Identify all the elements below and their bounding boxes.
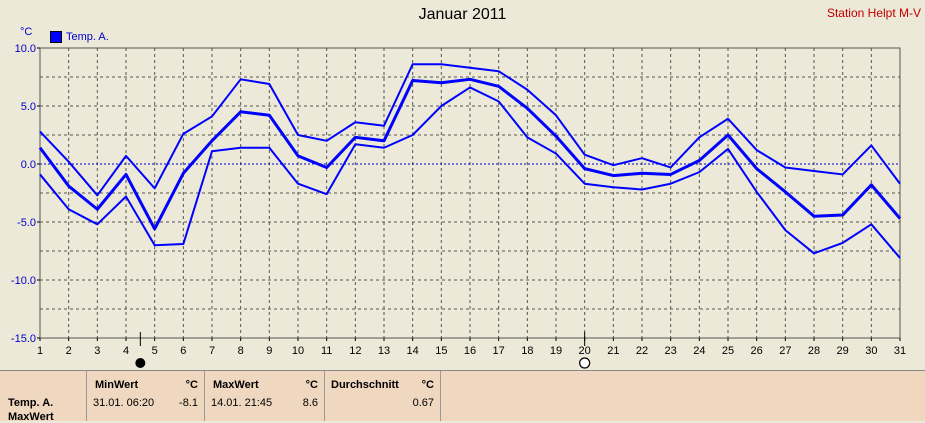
x-tick-label: 10 — [292, 345, 304, 357]
x-tick-label: 26 — [751, 345, 763, 357]
full-moon-marker — [579, 357, 591, 369]
x-tick-label: 19 — [550, 345, 562, 357]
new-moon-marker — [135, 358, 146, 368]
x-tick-label: 17 — [493, 345, 505, 357]
max-unit: °C — [305, 379, 318, 391]
x-tick-label: 27 — [779, 345, 791, 357]
station-name: Station Helpt M-V — [826, 6, 921, 20]
y-tick-label: -10.0 — [11, 275, 36, 287]
x-tick-label: 2 — [66, 345, 72, 357]
y-tick-label: 10.0 — [15, 43, 36, 55]
x-tick-label: 1 — [37, 345, 43, 357]
x-tick-label: 15 — [435, 345, 447, 357]
x-tick-label: 5 — [152, 345, 158, 357]
y-tick-label: 0.0 — [21, 159, 36, 171]
legend: Temp. A. — [50, 31, 109, 43]
min-header: MinWert — [95, 379, 139, 391]
x-tick-label: 29 — [837, 345, 849, 357]
row-label-cell: Temp. A. MaxWert — [0, 371, 87, 423]
row-label-2: MaxWert — [8, 411, 54, 423]
max-header: MaxWert — [213, 379, 259, 391]
x-tick-label: 31 — [894, 345, 906, 357]
y-axis-unit: °C — [20, 26, 33, 38]
x-tick-label: 23 — [665, 345, 677, 357]
grid — [40, 48, 900, 338]
avg-cell: Durchschnitt °C 0.67 — [325, 371, 441, 421]
max-datetime: 14.01. 21:45 — [211, 397, 273, 409]
min-value: -8.1 — [179, 397, 198, 409]
legend-label: Temp. A. — [66, 31, 109, 43]
y-tick-label: -15.0 — [11, 333, 36, 345]
x-tick-label: 20 — [579, 345, 591, 357]
avg-unit: °C — [421, 379, 434, 391]
x-tick-label: 3 — [94, 345, 100, 357]
min-cell: MinWert °C 31.01. 06:20 -8.1 — [87, 371, 205, 421]
tick-labels: 10.05.00.0-5.0-10.0-15.01 2 3 4 5 6 7 8 9 10 11 12 1… — [11, 43, 906, 357]
summary-table: Temp. A. MaxWert MinWert °C 31.01. 06:20… — [0, 370, 925, 423]
x-tick-label: 6 — [180, 345, 186, 357]
max-value: 8.6 — [302, 397, 318, 409]
x-tick-label: 13 — [378, 345, 390, 357]
chart-title: Januar 2011 — [418, 6, 507, 23]
axes — [37, 47, 901, 341]
y-tick-label: -5.0 — [17, 217, 36, 229]
x-tick-label: 21 — [607, 345, 619, 357]
series-line-min — [39, 86, 901, 259]
x-tick-label: 22 — [636, 345, 648, 357]
x-tick-label: 25 — [722, 345, 734, 357]
series-lines — [38, 63, 902, 259]
series-line-avg — [38, 77, 902, 231]
x-tick-label: 12 — [349, 345, 361, 357]
x-tick-label: 30 — [865, 345, 877, 357]
x-tick-label: 11 — [321, 345, 332, 357]
legend-swatch — [50, 31, 62, 43]
avg-header: Durchschnitt — [331, 379, 399, 391]
max-cell: MaxWert °C 14.01. 21:45 8.6 — [205, 371, 325, 421]
x-tick-label: 7 — [209, 345, 215, 357]
min-unit: °C — [185, 379, 198, 391]
x-tick-label: 28 — [808, 345, 820, 357]
avg-value: 0.67 — [412, 397, 434, 409]
x-tick-label: 9 — [266, 345, 272, 357]
x-tick-label: 14 — [407, 345, 419, 357]
min-datetime: 31.01. 06:20 — [93, 397, 155, 409]
series-line-max — [39, 63, 901, 197]
x-tick-label: 18 — [521, 345, 533, 357]
temperature-chart: 10.05.00.0-5.0-10.0-15.01 2 3 4 5 6 7 8 9 10 11 12 1… — [11, 43, 906, 369]
x-tick-label: 24 — [693, 345, 705, 357]
row-label: Temp. A. — [8, 397, 54, 409]
y-tick-label: 5.0 — [21, 101, 36, 113]
x-tick-label: 4 — [123, 345, 129, 357]
x-tick-label: 8 — [238, 345, 244, 357]
x-tick-label: 16 — [464, 345, 476, 357]
moon-markers — [135, 332, 591, 369]
